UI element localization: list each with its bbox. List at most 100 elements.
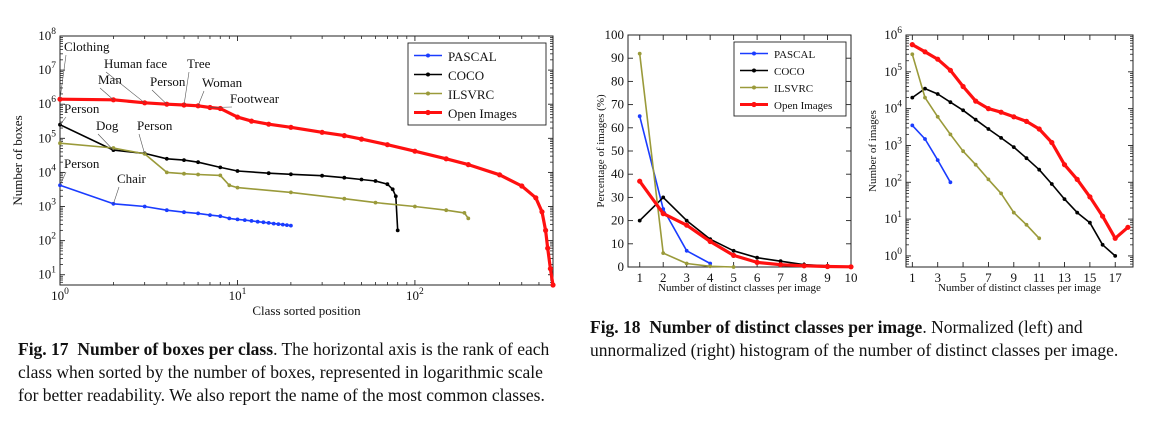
data-point-open-images <box>754 259 760 265</box>
x-tick-label: 6 <box>754 270 761 285</box>
y-tick-label: 80 <box>611 73 624 88</box>
fig18-label: Fig. 18 <box>590 317 641 337</box>
data-point-pascal <box>637 114 642 119</box>
data-point-coco <box>1100 242 1105 247</box>
y-tick-label: 90 <box>611 50 624 65</box>
data-point-ilsvrc <box>961 149 965 154</box>
x-tick-label: 13 <box>1058 270 1071 285</box>
data-point-ilsvrc <box>986 177 991 182</box>
legend-label: ILSVRC <box>448 87 494 102</box>
fig17-caption-text: . The horizontal axis is the rank of eac… <box>18 339 550 405</box>
series-open-images <box>637 178 854 270</box>
data-point-coco <box>961 108 965 113</box>
x-tick-label: 7 <box>777 270 784 285</box>
data-point-open-images <box>358 136 365 142</box>
data-point-open-images <box>707 238 713 245</box>
data-point-pascal <box>948 180 953 185</box>
data-point-open-images <box>547 266 554 272</box>
data-point-coco <box>684 218 689 223</box>
x-axis-label: Class sorted position <box>252 303 361 318</box>
data-point-open-images <box>909 42 915 48</box>
annotation-leader <box>151 89 168 105</box>
data-point-open-images <box>660 211 666 217</box>
y-tick-label: 20 <box>611 213 624 228</box>
x-axis-label: Number of distinct classes per image <box>938 282 1101 294</box>
x-tick-label: 100 <box>51 287 69 303</box>
y-axis-label: Number of boxes <box>10 115 25 205</box>
annotation-leader <box>197 90 205 106</box>
data-point-pascal <box>58 183 62 188</box>
data-point-pascal <box>289 223 293 228</box>
annotation-clothing: Clothing <box>64 39 110 54</box>
series-line-open-images <box>638 180 852 269</box>
data-point-ilsvrc <box>227 183 232 188</box>
fig17-title: Number of boxes per class <box>77 339 274 359</box>
y-tick-label: 106 <box>38 95 56 111</box>
annotation-footwear: Footwear <box>230 91 280 106</box>
data-point-ilsvrc <box>708 264 713 269</box>
data-point-pascal <box>242 218 247 223</box>
data-point-open-images <box>1049 139 1055 146</box>
data-point-coco <box>661 195 666 200</box>
data-point-open-images <box>1023 118 1030 124</box>
data-point-coco <box>778 259 783 264</box>
data-point-open-images <box>1074 176 1080 182</box>
data-point-pascal <box>935 158 940 163</box>
data-point-open-images <box>731 252 737 258</box>
data-point-ilsvrc <box>684 261 689 266</box>
y-tick-label: 105 <box>884 63 902 79</box>
data-point-open-images <box>1011 114 1017 120</box>
series-line-ilsvrc <box>638 53 734 268</box>
legend-label: PASCAL <box>448 49 497 64</box>
data-point-open-images <box>248 118 255 124</box>
data-point-pascal <box>280 222 285 227</box>
series-open-images <box>909 42 1131 241</box>
y-tick-label: 102 <box>38 232 56 248</box>
data-point-pascal <box>708 261 713 266</box>
data-point-pascal <box>164 208 169 213</box>
data-point-coco <box>342 175 347 180</box>
annotation-leader <box>183 71 190 106</box>
annotation-woman: Woman <box>202 75 243 90</box>
data-point-open-images <box>288 124 294 130</box>
data-point-ilsvrc <box>444 208 449 213</box>
annotation-man: Man <box>98 72 122 87</box>
x-tick-label: 4 <box>707 270 714 285</box>
data-point-pascal <box>684 248 689 253</box>
legend-label: Open Images <box>448 106 517 121</box>
data-point-open-images <box>684 222 690 228</box>
data-point-open-images <box>181 102 187 108</box>
data-point-coco <box>999 136 1003 140</box>
data-point-ilsvrc <box>466 216 471 221</box>
y-tick-label: 101 <box>884 210 902 226</box>
data-point-pascal <box>271 221 276 226</box>
plot-frame <box>627 34 852 268</box>
data-point-coco <box>1088 220 1092 225</box>
data-point-coco <box>320 173 324 178</box>
y-tick-label: 103 <box>884 136 902 152</box>
legend-label: PASCAL <box>774 49 815 61</box>
x-tick-label: 3 <box>934 270 941 285</box>
x-tick-label: 2 <box>660 270 667 285</box>
legend-label: Open Images <box>774 100 832 112</box>
x-tick-label: 5 <box>960 270 967 285</box>
data-point-coco <box>1075 210 1080 215</box>
data-point-coco <box>1049 182 1054 186</box>
data-point-open-images <box>266 121 272 127</box>
data-point-pascal <box>249 219 254 223</box>
y-tick-label: 60 <box>611 120 624 135</box>
data-point-open-images <box>497 172 503 178</box>
data-point-ilsvrc <box>373 200 378 205</box>
data-point-pascal <box>261 220 266 225</box>
x-tick-label: 102 <box>406 287 424 303</box>
fig18-left-legend: PASCAL COCO ILSVRC Open Images <box>733 41 847 117</box>
data-point-coco <box>359 177 364 182</box>
series-line-coco <box>911 87 1116 257</box>
data-point-pascal <box>227 216 232 221</box>
series-ilsvrc <box>637 51 736 269</box>
fig17-chart: 100 101 102 101 102 103 104 105 106 107 108 Class s… <box>10 27 556 318</box>
data-point-ilsvrc <box>342 196 347 201</box>
data-point-coco <box>948 100 953 105</box>
x-tick-label: 17 <box>1109 270 1123 285</box>
